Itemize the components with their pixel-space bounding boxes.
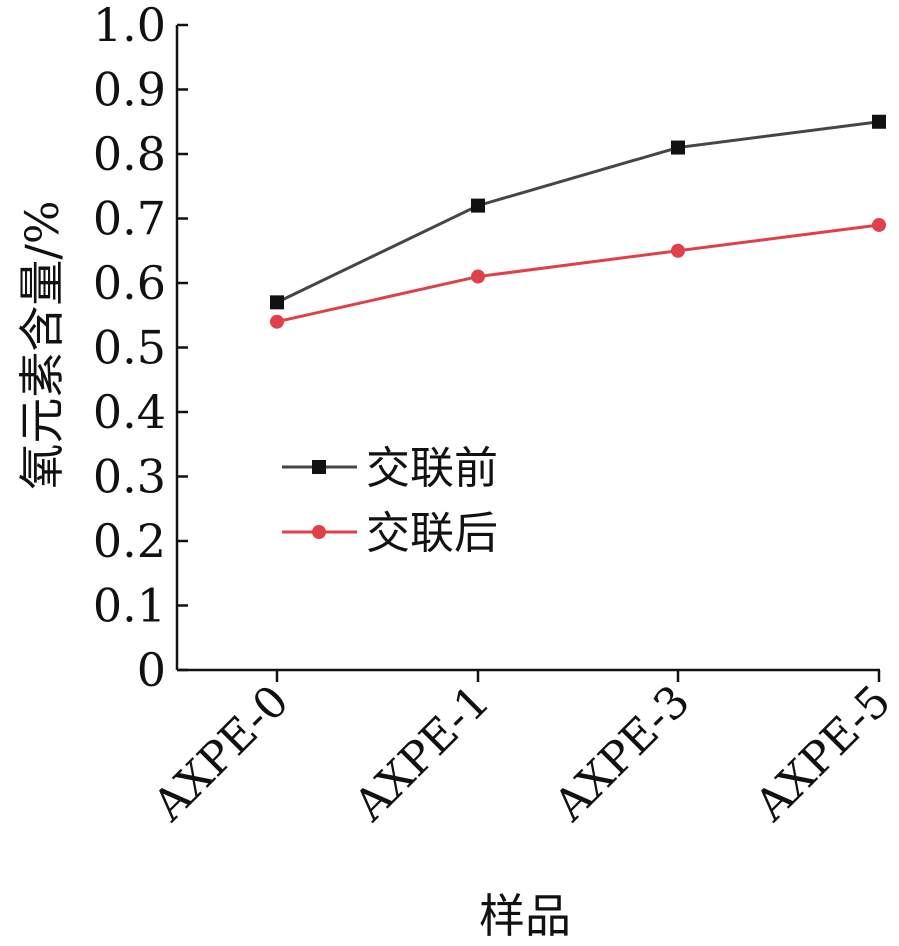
y-tick-label: 0.1 [93,579,166,633]
y-tick-label: 0.4 [93,385,166,439]
data-point [471,198,485,213]
y-tick-label: 0.2 [93,514,166,568]
x-tick-label: AXPE-0 [143,676,299,832]
series-group [270,114,886,329]
x-tick-label: AXPE-5 [745,676,899,832]
series-line [276,223,880,324]
legend-label: 交联后 [366,508,498,559]
axes: 0 0.1 0.2 0.3 0.4 0.5 0.6 0.7 0.8 0.9 1.0 AXPE-0 AXP… [93,0,899,832]
data-point [671,140,685,155]
data-point [671,243,685,258]
x-tick-label: AXPE-1 [344,676,500,832]
legend-item: 交联后 [282,508,498,559]
legend-marker [312,460,326,474]
series-0 [270,114,886,310]
x-tick-label: AXPE-3 [544,676,700,832]
series-line [276,120,880,304]
x-axis-label: 样品 [479,889,571,943]
data-point [471,269,485,284]
y-tick-label: 1.0 [93,0,166,52]
data-point [270,314,284,329]
series-1 [270,217,886,329]
y-tick-label: 0.6 [93,256,166,310]
legend-item: 交联前 [282,443,498,494]
y-tick-label: 0.9 [93,63,166,117]
data-point [270,295,284,310]
y-axis-label: 氧元素含量/% [15,200,69,489]
legend-marker [312,525,326,539]
y-tick-label: 0.3 [93,450,166,504]
legend-label: 交联前 [366,443,498,494]
y-tick-label: 0 [137,643,166,697]
data-point [872,217,886,232]
y-tick-label: 0.7 [93,192,166,246]
data-point [872,114,886,129]
y-tick-label: 0.8 [93,127,166,181]
y-tick-label: 0.5 [93,321,166,375]
